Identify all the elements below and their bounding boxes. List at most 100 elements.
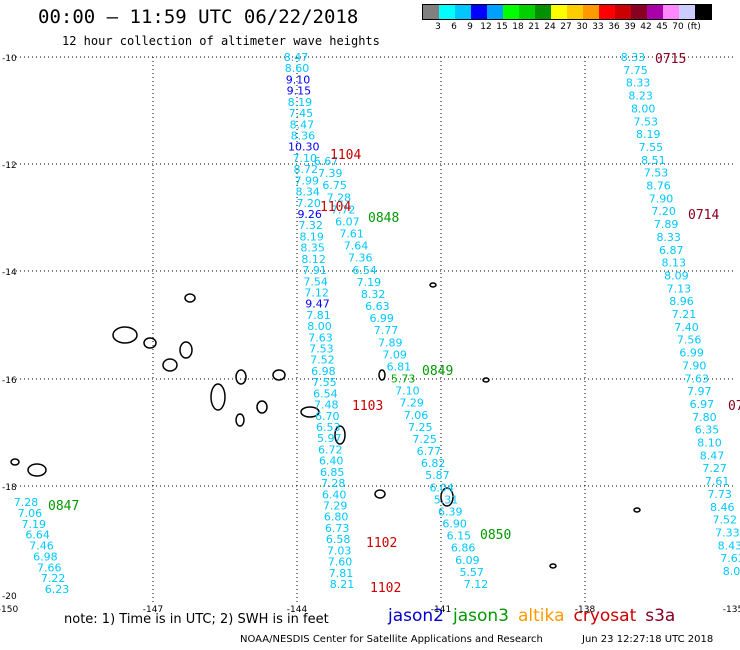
wave-height-value: 5.31 [434,493,459,506]
pass-time-label: 0848 [368,211,399,226]
wave-height-value: 8.47 [290,118,315,131]
wave-height-value: 6.40 [322,488,347,501]
wave-height-value: 7.66 [37,561,62,574]
island-outline [482,377,490,383]
wave-height-value: 8.19 [299,230,324,243]
wave-height-value: 6.04 [429,481,454,494]
wave-height-value: 7.97 [687,385,712,398]
wave-height-value: 7.20 [296,197,321,210]
wave-height-value: 7.81 [329,567,354,580]
island-outline [112,326,138,344]
wave-height-value: 9.26 [297,208,322,221]
wave-height-value: 8.47 [284,51,309,64]
wave-height-value: 7.10 [293,152,318,165]
map-title: 00:00 — 11:59 UTC 06/22/2018 [38,6,359,28]
wave-height-value: 7.91 [302,264,327,277]
wave-height-value: 7.21 [672,308,697,321]
island-outline [10,458,20,466]
pass-time-label: 1103 [352,399,383,414]
wave-height-value: 8.00 [307,320,332,333]
wave-height-value: 7.52 [713,514,738,527]
wave-height-value: 7.53 [309,343,334,356]
wave-height-value: 6.75 [322,179,347,192]
wave-height-value: 9.10 [286,73,311,86]
wave-height-value: 8.36 [291,130,316,143]
wave-height-value: 8.21 [330,578,355,591]
wave-height-value: 7.56 [677,334,702,347]
wave-height-value: 7.53 [634,115,659,128]
color-swatch [567,5,583,19]
color-scale-label: 12 [480,22,492,32]
wave-height-value: 7.22 [41,572,66,585]
wave-height-value: 7.61 [339,228,364,241]
wave-height-value: 7.28 [327,191,352,204]
wave-height-value: 7.61 [705,475,730,488]
pass-time-label: 0847 [48,499,79,514]
wave-height-value: 8.43 [718,539,740,552]
wave-height-value: 8.00 [631,102,656,115]
wave-height-value: 7.19 [22,518,47,531]
wave-height-value: 7.90 [682,359,707,372]
wave-height-value: 6.35 [695,424,720,437]
wave-height-value: 7.27 [702,462,727,475]
wave-height-value: 7.33 [715,527,740,540]
island-outline [300,406,320,418]
island-outline [429,282,437,288]
wave-height-value: 7.72 [331,203,356,216]
wave-height-value: 6.23 [45,583,70,596]
color-scale-label: 39 [624,22,636,32]
island-outline [378,369,386,381]
longitude-label: -141 [431,605,451,615]
color-scale-label: 6 [451,22,457,32]
wave-height-value: 8.12 [301,253,326,266]
pass-time-label: 0850 [480,528,511,543]
wave-height-value: 7.60 [328,556,353,569]
island-outline [334,425,346,445]
color-swatch [471,5,487,19]
wave-height-value: 7.52 [310,354,335,367]
wave-height-value: 8.19 [636,128,661,141]
pass-time-label: 1104 [330,148,361,163]
latitude-label: -18 [2,483,17,493]
wave-height-value: 7.45 [289,107,314,120]
wave-height-value: 7.12 [304,287,329,300]
wave-height-value: 5.57 [459,566,484,579]
latitude-label: -16 [2,376,17,386]
wave-height-value: 7.99 [295,174,320,187]
wave-height-value: 6.39 [438,506,463,519]
island-outlines [10,282,641,569]
wave-height-value: 7.75 [623,64,648,77]
wave-height-value: 8.09 [664,269,689,282]
latitude-label: -20 [2,592,17,602]
latitude-label: -12 [2,161,17,171]
color-swatch [583,5,599,19]
wave-height-value: 6.86 [451,542,476,555]
color-swatch [519,5,535,19]
wave-height-value: 6.98 [33,550,58,563]
wave-height-value: 7.36 [348,252,373,265]
wave-height-value: 8.76 [646,180,671,193]
island-outline [27,463,47,477]
wave-height-value: 7.06 [404,409,429,422]
wave-height-value: 10.30 [288,141,320,154]
wave-height-value: 7.53 [644,167,669,180]
generated-timestamp: Jun 23 12:27:18 UTC 2018 [582,634,714,645]
color-scale-label: 21 [528,22,540,32]
color-swatch [535,5,551,19]
island-outline [162,358,178,372]
wave-height-value: 6.82 [421,457,446,470]
satellite-legend: jason2 jason3 altika cryosat s3a [388,606,684,626]
island-outline [256,400,268,414]
island-outline [633,507,641,513]
longitude-label: -147 [143,605,163,615]
color-scale-label: 45 [656,22,668,32]
lat-lon-grid: -10 -12 -14 -16 -18 -20 -150 -147 -144 -141 -138 -1… [0,54,740,615]
wave-height-value: 7.12 [464,578,489,591]
wave-height-value: 7.03 [327,544,352,557]
color-scale-label: 42 [640,22,652,32]
longitude-label: -135 [723,605,740,615]
island-outline [272,369,286,381]
wave-height-value: 8.60 [285,62,310,75]
wave-height-value: 5.73 [391,373,416,386]
wave-height-value: 6.87 [659,244,684,257]
